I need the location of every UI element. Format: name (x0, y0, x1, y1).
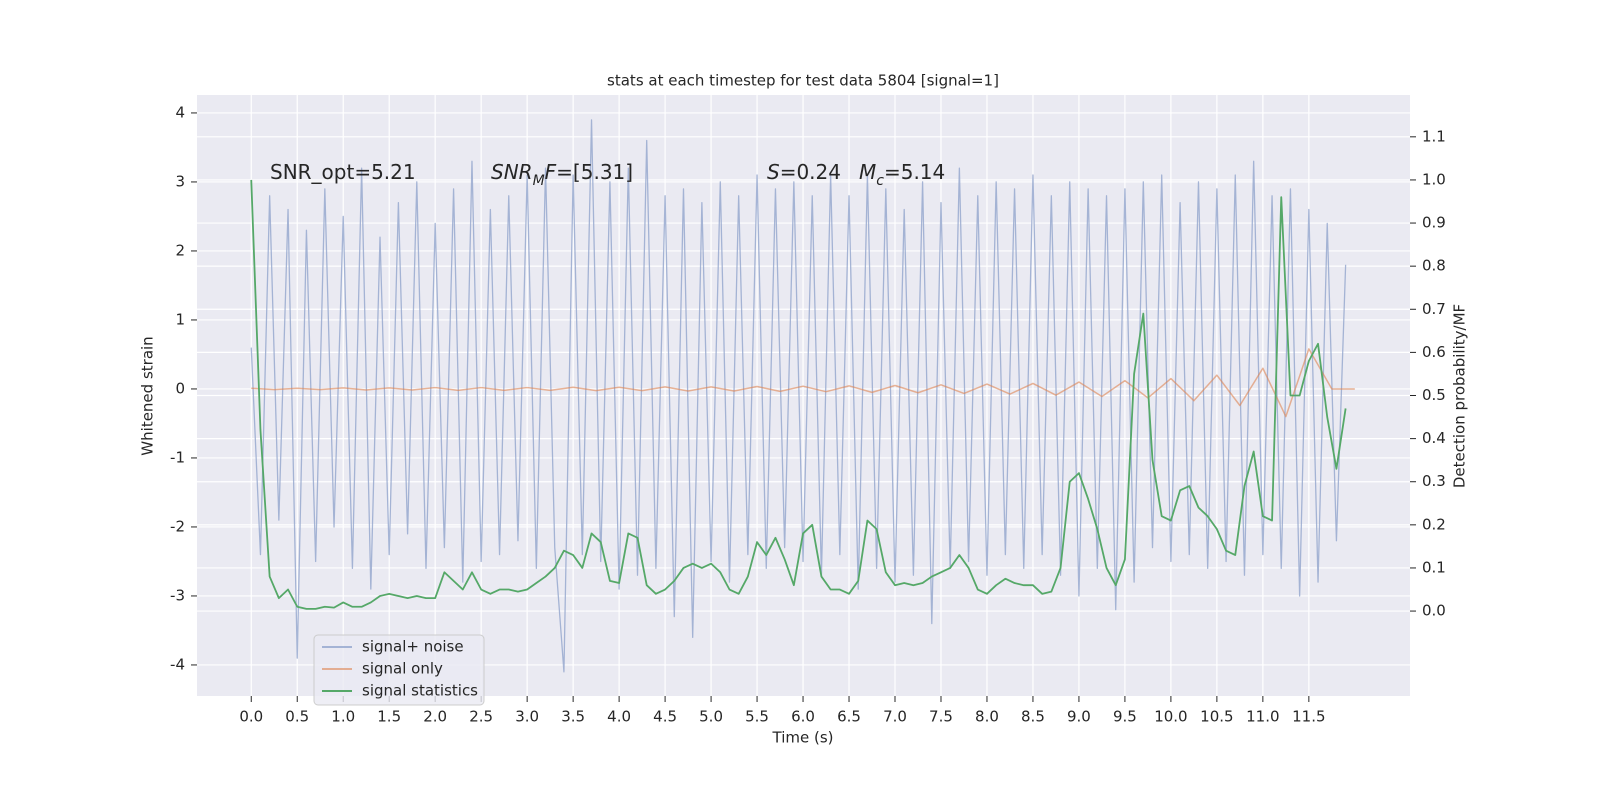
x-tick-label: 11.5 (1292, 708, 1325, 726)
y2-tick-label: 0.1 (1422, 558, 1446, 576)
y2-tick-label: 0.9 (1422, 214, 1446, 232)
x-tick-label: 4.0 (607, 708, 631, 726)
annotation: SNRMF=[5.31] (491, 160, 633, 190)
x-tick-label: 3.0 (515, 708, 539, 726)
annotation-part: =[5.31] (556, 160, 633, 184)
y2-tick-label: 0.7 (1422, 300, 1446, 318)
annotation-part: SNR (491, 160, 533, 184)
chart-title: stats at each timestep for test data 580… (607, 72, 999, 90)
y2-tick-label: 0.4 (1422, 429, 1446, 447)
overlay: 0.0 0.5 1.0 1.5 2.0 2.5 3.0 3.5 4.0 4.5 5.0 5.5 6.0 6… (170, 103, 1446, 725)
x-tick-label: 2.0 (423, 708, 447, 726)
x-tick-label: 1.5 (377, 708, 401, 726)
series-line (251, 348, 1355, 418)
y2-axis-label: Detection probability/MF (1451, 304, 1469, 488)
x-tick-label: 8.0 (975, 708, 999, 726)
annotation-part: SNR_opt=5.21 (270, 160, 416, 184)
annotation: S=0.24 (767, 160, 841, 184)
x-axis-label: Time (s) (772, 729, 834, 747)
y2-tick-label: 0.3 (1422, 472, 1446, 490)
annotation: SNR_opt=5.21 (270, 160, 416, 184)
y-tick-label: -2 (170, 517, 185, 535)
annotation-part: M (533, 173, 545, 189)
y2-tick-label: 0.0 (1422, 602, 1446, 620)
y2-tick-label: 0.2 (1422, 515, 1446, 533)
x-tick-label: 0.0 (239, 708, 263, 726)
annotation-part: F (545, 160, 557, 184)
legend-label: signal+ noise (362, 638, 464, 656)
y-tick-label: -3 (170, 586, 185, 604)
y-tick-label: 1 (175, 310, 185, 328)
annotation-part: M (859, 160, 876, 184)
x-tick-label: 4.5 (653, 708, 677, 726)
y2-tick-label: 1.1 (1422, 127, 1446, 145)
annotation: Mc=5.14 (859, 160, 945, 190)
x-tick-label: 11.0 (1246, 708, 1279, 726)
x-tick-label: 10.0 (1154, 708, 1187, 726)
annotation-part: S (767, 160, 780, 184)
y-tick-label: 3 (175, 172, 185, 190)
x-tick-label: 9.5 (1113, 708, 1137, 726)
x-tick-label: 3.5 (561, 708, 585, 726)
annotation-part: =5.14 (884, 160, 945, 184)
x-tick-label: 5.0 (699, 708, 723, 726)
y2-tick-label: 0.5 (1422, 386, 1446, 404)
y-axis-label: Whitened strain (139, 336, 157, 455)
legend-box (313, 634, 485, 706)
annotation-part: =0.24 (780, 160, 841, 184)
x-tick-label: 7.0 (883, 708, 907, 726)
y2-tick-label: 0.6 (1422, 343, 1446, 361)
y-tick-label: -1 (170, 448, 185, 466)
legend: signal+ noise signal only signal statistic… (313, 634, 485, 706)
series-line (250, 119, 1347, 673)
x-tick-label: 6.5 (837, 708, 861, 726)
y-tick-label: -4 (170, 655, 185, 673)
annotation-part: c (876, 173, 884, 189)
legend-label: signal statistics (362, 682, 478, 700)
x-tick-label: 9.0 (1067, 708, 1091, 726)
y-tick-label: 4 (175, 103, 185, 121)
x-tick-label: 10.5 (1200, 708, 1233, 726)
x-tick-label: 1.0 (331, 708, 355, 726)
x-tick-label: 0.5 (285, 708, 309, 726)
x-tick-label: 8.5 (1021, 708, 1045, 726)
x-tick-label: 2.5 (469, 708, 493, 726)
y2-tick-label: 1.0 (1422, 170, 1446, 188)
legend-label: signal only (362, 660, 443, 678)
marks (250, 119, 1355, 673)
x-tick-label: 7.5 (929, 708, 953, 726)
y-tick-label: 2 (175, 241, 185, 259)
x-tick-label: 6.0 (791, 708, 815, 726)
y-tick-label: 0 (175, 379, 185, 397)
series-line (250, 179, 1347, 610)
x-tick-label: 5.5 (745, 708, 769, 726)
y2-tick-label: 0.8 (1422, 257, 1446, 275)
